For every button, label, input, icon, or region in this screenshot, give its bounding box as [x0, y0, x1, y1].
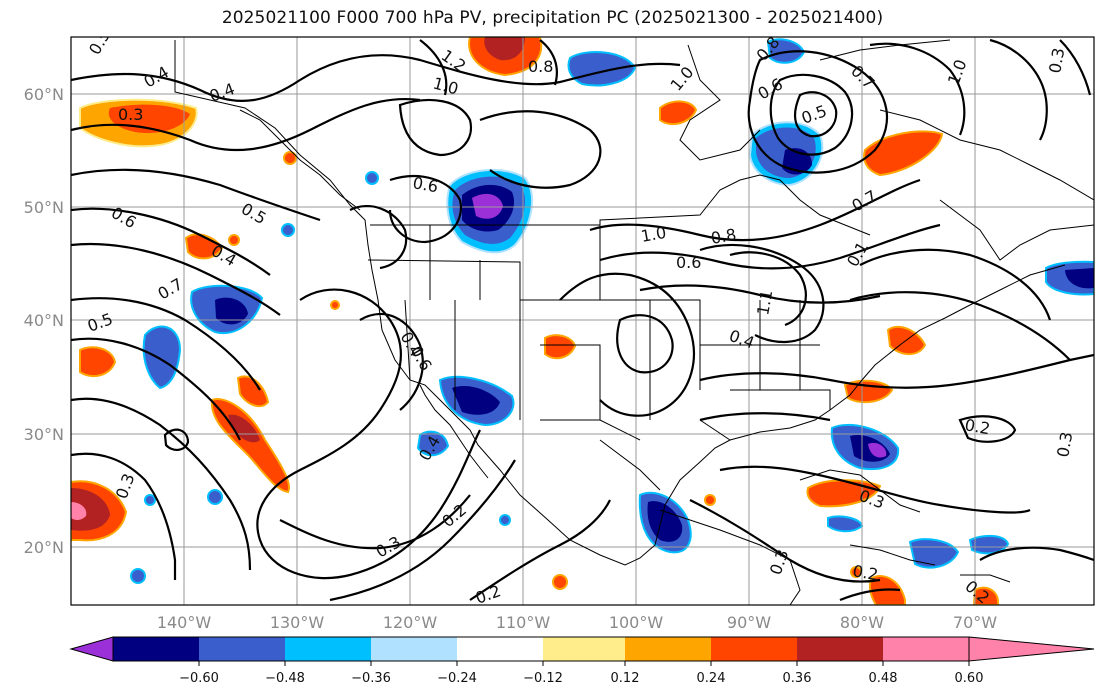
colorbar-frame: [112, 636, 970, 662]
precip-negative-area: [144, 494, 156, 506]
precip-negative-area: [452, 385, 500, 415]
precip-positive-area: [79, 346, 117, 378]
precip-positive-area: [330, 300, 340, 310]
contour-label: 0.6: [411, 173, 439, 196]
precip-positive-area: [863, 130, 944, 177]
precip-shading: [71, 37, 1094, 605]
lon-label: 80°W: [840, 613, 884, 632]
lat-label: 40°N: [24, 311, 64, 330]
contour-label: 0.3: [1053, 430, 1076, 458]
colorbar-tick-label: 0.24: [697, 671, 726, 686]
precip-negative-area: [416, 430, 450, 457]
colorbar-swatch: [457, 637, 543, 661]
colorbar-swatch: [371, 637, 457, 661]
contour-label: 0.2: [473, 581, 503, 608]
precip-positive-area: [71, 502, 87, 520]
colorbar-tick-label: −0.36: [351, 671, 391, 686]
contour-label: 0.8: [709, 225, 737, 248]
colorbar-tick-label: −0.12: [523, 671, 563, 686]
contour-label: 0.2: [851, 561, 879, 584]
precip-positive-area: [228, 234, 240, 246]
contour-label: 0.3: [1045, 46, 1068, 74]
lat-label: 30°N: [24, 425, 64, 444]
colorbar-tick-label: 0.36: [783, 671, 812, 686]
colorbar-ticks: [198, 661, 970, 666]
lat-label: 20°N: [24, 538, 64, 557]
precip-positive-area: [283, 151, 297, 165]
lon-label: 100°W: [609, 613, 664, 632]
colorbar-tick-label: 0.12: [611, 671, 640, 686]
graticule: [71, 37, 1094, 605]
precip-negative-area: [1065, 268, 1094, 289]
precip-negative-area: [215, 297, 248, 325]
colorbar: −0.60 −0.48 −0.36 −0.24 −0.12 0.12 0.24 …: [69, 636, 1095, 686]
lon-label: 130°W: [270, 613, 325, 632]
lon-label: 120°W: [383, 613, 438, 632]
precip-negative-area: [968, 534, 1010, 555]
precip-positive-area: [71, 488, 110, 531]
colorbar-tick-label: 0.60: [955, 671, 984, 686]
lat-label: 50°N: [24, 198, 64, 217]
colorbar-tick-label: −0.60: [179, 671, 219, 686]
precip-negative-area: [365, 171, 379, 185]
colorbar-swatch: [711, 637, 797, 661]
precip-negative-area: [567, 51, 637, 87]
longitude-labels: 140°W 130°W 120°W 110°W 100°W 90°W 80°W …: [157, 613, 997, 632]
colorbar-extend-low: [69, 636, 114, 662]
colorbar-swatch: [285, 637, 371, 661]
lon-label: 110°W: [496, 613, 551, 632]
colorbar-tick-label: −0.24: [437, 671, 477, 686]
map-frame: [70, 36, 1095, 606]
lon-label: 90°W: [727, 613, 771, 632]
colorbar-swatch: [625, 637, 711, 661]
colorbar-extend-high: [968, 636, 1095, 662]
contour-label: 1.1: [753, 288, 776, 316]
contour-label: 0.2: [963, 415, 991, 438]
precip-negative-area: [499, 514, 511, 526]
precip-positive-area: [484, 37, 525, 61]
precip-positive-area: [850, 566, 862, 578]
contour-label: 0.3: [118, 105, 143, 124]
precip-negative-area: [281, 223, 295, 237]
colorbar-tick-label: 0.48: [869, 671, 898, 686]
precip-negative-area: [908, 538, 960, 569]
precip-negative-area: [142, 325, 182, 390]
colorbar-swatch: [543, 637, 625, 661]
latitude-labels: 60°N 50°N 40°N 30°N 20°N: [24, 85, 64, 557]
colorbar-swatch: [199, 637, 285, 661]
colorbar-swatch: [797, 637, 883, 661]
map-title: 2025021100 F000 700 hPa PV, precipitatio…: [221, 8, 884, 28]
precip-negative-area: [868, 442, 887, 458]
precip-negative-area: [472, 193, 503, 219]
lat-label: 60°N: [24, 85, 64, 104]
colorbar-tick-label: −0.48: [265, 671, 305, 686]
colorbar-swatch: [883, 637, 969, 661]
precip-positive-area: [704, 494, 716, 506]
colorbar-swatch: [113, 637, 199, 661]
contour-label: 1.0: [639, 223, 667, 246]
precip-positive-area: [228, 414, 260, 443]
contour-label: 0.8: [528, 57, 553, 76]
precip-positive-area: [659, 100, 698, 126]
precip-positive-area: [552, 574, 568, 590]
pv-contours: [71, 38, 1094, 602]
precip-negative-area: [207, 489, 223, 505]
lon-label: 140°W: [157, 613, 212, 632]
precip-positive-area: [544, 334, 577, 360]
lon-label: 70°W: [953, 613, 997, 632]
precip-negative-area: [647, 501, 683, 542]
contour-label: 0.6: [676, 253, 701, 272]
precip-negative-area: [130, 568, 146, 584]
precip-positive-area: [236, 375, 270, 408]
